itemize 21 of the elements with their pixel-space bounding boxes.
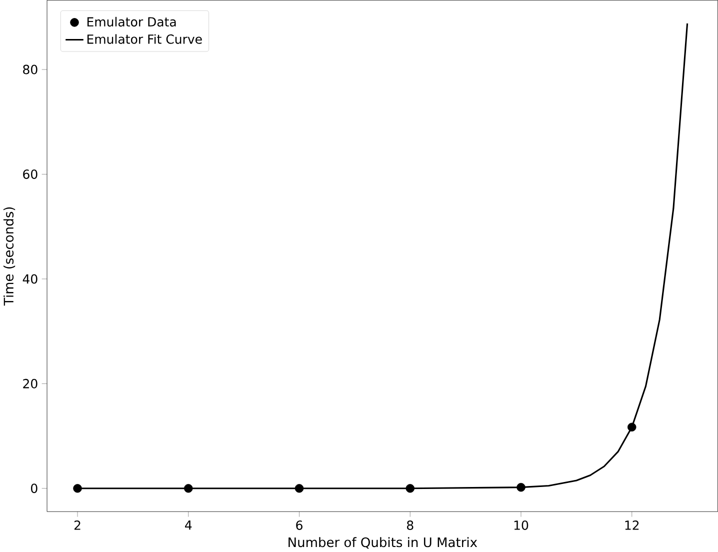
legend-label: Emulator Data: [87, 16, 176, 27]
x-tick-label: 12: [625, 520, 639, 530]
legend-label: Emulator Fit Curve: [87, 34, 202, 44]
y-axis-title: Time (seconds): [3, 207, 16, 306]
x-tick-label: 4: [185, 520, 192, 530]
point: [627, 422, 636, 432]
point: [516, 482, 526, 492]
point: [184, 484, 193, 493]
y-tick-label: 20: [23, 378, 38, 388]
y-tick-label: 60: [23, 169, 38, 179]
x-tick-label: 10: [514, 520, 528, 530]
y-tick-label: 80: [23, 64, 38, 74]
point: [73, 484, 82, 493]
x-tick-label: 6: [296, 520, 302, 530]
y-tick-label: 0: [31, 484, 38, 494]
x-tick-label: 8: [407, 520, 414, 530]
x-axis-title: Number of Qubits in U Matrix: [288, 537, 478, 549]
point: [294, 484, 304, 493]
y-tick-label: 40: [22, 274, 38, 284]
point: [406, 484, 415, 493]
x-tick-label: 2: [74, 520, 80, 530]
